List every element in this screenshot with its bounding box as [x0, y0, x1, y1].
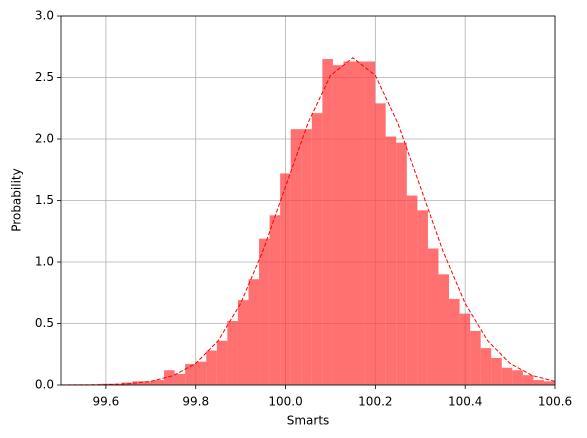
bar [174, 373, 186, 385]
x-tick-label: 100.0 [268, 395, 302, 409]
fit-curve [61, 57, 555, 385]
bar [449, 298, 460, 385]
y-tick-label: 1.0 [35, 255, 54, 269]
bar [543, 381, 555, 385]
bar [248, 279, 260, 385]
y-tick-label: 3.0 [35, 9, 54, 23]
bar [354, 61, 365, 385]
bar [227, 321, 238, 385]
bar [259, 238, 270, 385]
axes: 99.6 99.8 100.0 100.2 100.4 100.6 0.0 0.5 1.0 1.5… [35, 9, 572, 409]
x-tick-label: 100.4 [448, 395, 482, 409]
bar [132, 381, 143, 385]
y-axis-label: Probability [10, 168, 24, 231]
bar [375, 103, 386, 385]
y-tick-label: 2.0 [35, 132, 54, 146]
bars [61, 59, 555, 385]
bar [438, 274, 450, 385]
bar [533, 380, 544, 385]
bar [522, 375, 534, 385]
fit-curve-group [61, 57, 555, 385]
bar [491, 357, 502, 385]
bar [364, 61, 376, 385]
bar [301, 129, 312, 385]
bar [512, 370, 523, 385]
bar [280, 173, 291, 385]
x-tick-label: 100.2 [358, 395, 392, 409]
bar [206, 350, 217, 385]
y-tick-label: 2.5 [35, 70, 54, 84]
bar [185, 364, 196, 385]
bar [406, 195, 418, 385]
bar [332, 65, 344, 385]
bar [396, 142, 407, 385]
x-tick-label: 99.6 [93, 395, 120, 409]
bar [290, 129, 302, 385]
bar [459, 313, 471, 385]
bar [385, 136, 397, 385]
bar [311, 113, 323, 385]
bar [322, 59, 333, 385]
x-tick-label: 100.6 [538, 395, 572, 409]
bar [343, 61, 355, 385]
bar [417, 210, 428, 385]
bar [501, 367, 513, 385]
y-tick-label: 0.5 [35, 316, 54, 330]
bar [195, 361, 207, 385]
bar [153, 380, 165, 385]
bar [216, 340, 228, 385]
bar [237, 300, 249, 385]
x-axis-label: Smarts [287, 414, 330, 428]
y-tick-label: 0.0 [35, 378, 54, 392]
bar [480, 348, 492, 385]
bar [164, 370, 175, 385]
y-tick-label: 1.5 [35, 193, 54, 207]
bar [269, 215, 281, 385]
x-tick-label: 99.8 [182, 395, 209, 409]
bar [470, 330, 481, 385]
bar [142, 381, 154, 385]
bar [427, 248, 439, 385]
